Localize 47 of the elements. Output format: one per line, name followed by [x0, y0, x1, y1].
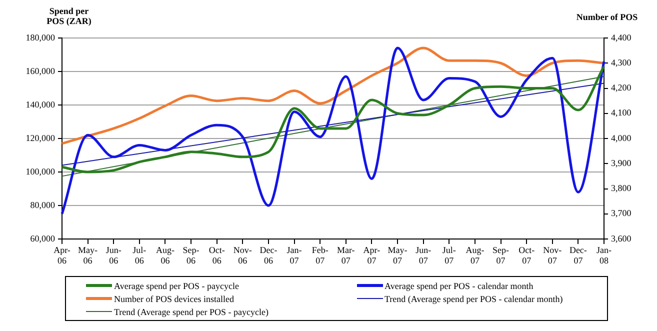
legend-label: Trend (Average spend per POS - paycycle)	[114, 306, 268, 316]
x-tick-label: Jul-07	[442, 244, 456, 266]
x-tick-label: Aug-06	[156, 244, 174, 266]
y-tick-label: 60,000	[30, 233, 56, 244]
y2-axis-title: Number of POS	[575, 12, 639, 22]
x-tick-label: Feb-07	[312, 244, 328, 266]
y2-tick-label: 4,100	[611, 108, 632, 118]
y2-tick-label: 3,600	[611, 233, 632, 244]
x-tick-label: Nov-06	[233, 244, 252, 266]
y2-tick-label: 3,700	[611, 208, 632, 218]
x-tick-label: Jun-07	[416, 244, 432, 266]
x-tick-label: Oct-07	[518, 244, 535, 266]
y2-tick-label: 3,900	[611, 158, 632, 168]
y2-tick-label: 4,000	[611, 132, 632, 143]
x-tick-label: Oct-06	[208, 244, 225, 266]
y-tick-label: 100,000	[26, 166, 56, 176]
y-tick-label: 160,000	[26, 66, 56, 76]
x-tick-label: Mar-07	[337, 244, 355, 266]
x-tick-label: Dec-07	[569, 244, 587, 266]
legend-label: Average spend per POS - paycycle	[114, 280, 240, 290]
y2-tick-label: 3,800	[611, 183, 632, 194]
x-tick-label: Jul-06	[132, 244, 146, 266]
y2-tick-label: 4,400	[611, 32, 632, 42]
x-tick-label: Apr-06	[54, 244, 70, 266]
y2-tick-label: 4,300	[611, 57, 632, 68]
x-tick-label: Apr-07	[363, 244, 380, 266]
x-tick-label: Aug-07	[466, 244, 484, 266]
line-series	[60, 46, 606, 145]
line-series	[60, 46, 606, 216]
legend-label: Average spend per POS - calendar month	[384, 280, 534, 290]
x-tick-label: Jan-08	[596, 244, 612, 266]
x-tick-label: Sep-07	[492, 244, 510, 266]
legend-label: Number of POS devices installed	[114, 294, 234, 304]
x-tick-label: Jan-07	[286, 244, 302, 266]
x-tick-label: May-06	[78, 244, 98, 266]
y2-tick-label: 4,200	[611, 82, 632, 93]
x-tick-label: Nov-07	[543, 244, 562, 266]
y-tick-label: 80,000	[30, 200, 56, 210]
y-tick-label: 120,000	[26, 132, 56, 143]
x-tick-label: Dec-06	[260, 244, 278, 266]
x-tick-label: May-07	[388, 244, 408, 266]
x-tick-label: Jun-06	[106, 244, 122, 266]
y-axis-title: Spend per POS (ZAR)	[46, 6, 92, 26]
y-tick-label: 140,000	[26, 99, 56, 110]
y-tick-label: 180,000	[26, 32, 56, 42]
legend-label: Trend (Average spend per POS - calendar month)	[384, 294, 563, 304]
x-tick-label: Sep-06	[182, 244, 200, 266]
